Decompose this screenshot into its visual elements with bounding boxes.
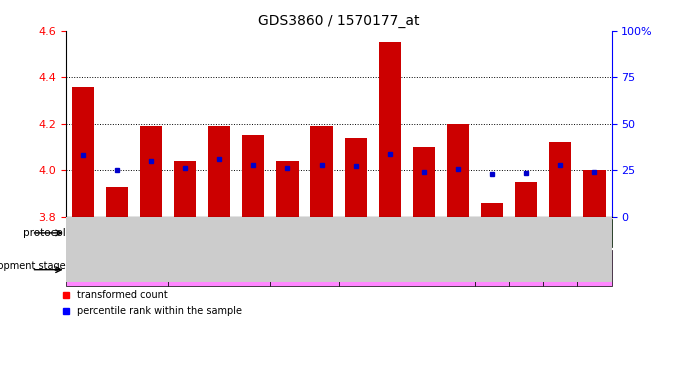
Bar xyxy=(413,147,435,217)
Bar xyxy=(72,86,94,217)
Bar xyxy=(475,218,612,247)
Bar xyxy=(578,250,612,286)
Bar xyxy=(515,182,538,217)
Bar xyxy=(140,126,162,217)
Bar xyxy=(66,250,168,286)
Text: protocol: protocol xyxy=(23,228,66,238)
Bar xyxy=(481,203,503,217)
Bar xyxy=(583,170,605,217)
Text: Late-er
ythrob
last: Late-er ythrob last xyxy=(582,258,607,278)
Bar xyxy=(276,161,299,217)
Bar xyxy=(106,187,128,217)
Text: percentile rank within the sample: percentile rank within the sample xyxy=(77,306,242,316)
Bar xyxy=(339,250,475,286)
Text: Late-erythroblast: Late-erythroblast xyxy=(359,263,455,273)
Bar xyxy=(310,126,332,217)
Text: CFU-erythroid: CFU-erythroid xyxy=(78,263,155,273)
Bar xyxy=(270,250,339,286)
Bar xyxy=(447,124,469,217)
Bar xyxy=(509,250,543,286)
Bar xyxy=(243,136,265,217)
Bar xyxy=(549,142,571,217)
Bar xyxy=(168,250,270,286)
Bar xyxy=(66,218,475,247)
Text: Pro-ery
throbla
st: Pro-ery throbla st xyxy=(514,258,539,278)
Text: Pro-erythroblast: Pro-erythroblast xyxy=(174,263,264,273)
Bar xyxy=(379,42,401,217)
Bar xyxy=(208,126,230,217)
Bar xyxy=(543,250,578,286)
Text: Interme
diate-e
rythrobl
ast: Interme diate-e rythrobl ast xyxy=(547,254,574,281)
Title: GDS3860 / 1570177_at: GDS3860 / 1570177_at xyxy=(258,14,419,28)
Text: CFU-er
ythroid: CFU-er ythroid xyxy=(480,261,504,274)
Bar xyxy=(174,161,196,217)
Text: Intermediate-erythroblast
st: Intermediate-erythroblast st xyxy=(250,258,359,278)
Text: transformed count: transformed count xyxy=(77,290,167,300)
Text: development stage: development stage xyxy=(0,261,66,271)
Text: unsorted: unsorted xyxy=(518,228,568,238)
Bar xyxy=(475,250,509,286)
Text: sorted: sorted xyxy=(253,228,288,238)
Bar xyxy=(345,138,367,217)
